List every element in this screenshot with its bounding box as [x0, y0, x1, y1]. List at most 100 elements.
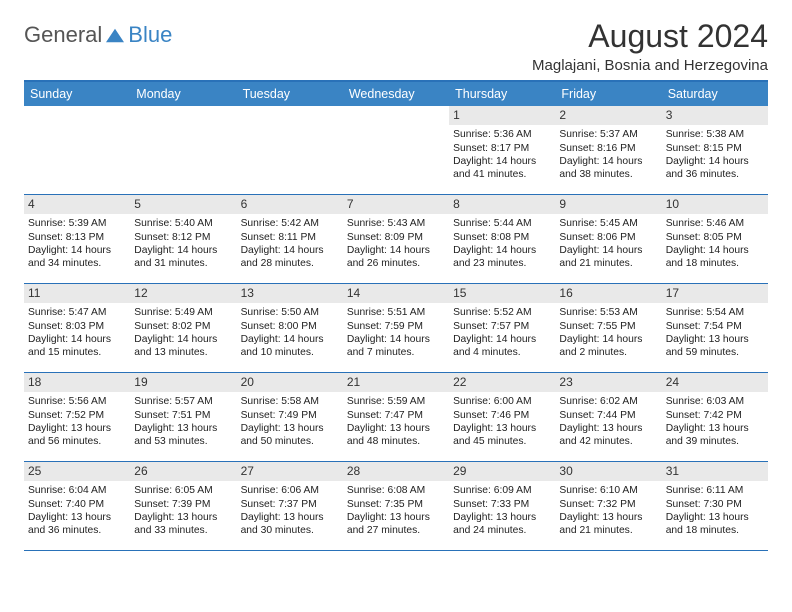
sunset-text: Sunset: 8:09 PM — [347, 231, 445, 244]
day-cell: 28Sunrise: 6:08 AMSunset: 7:35 PMDayligh… — [343, 462, 449, 550]
sunrise-text: Sunrise: 5:53 AM — [559, 306, 657, 319]
sunrise-text: Sunrise: 5:43 AM — [347, 217, 445, 230]
day-cell: 21 Sunrise: 5:59 AMSunset: 7:47 PMDayligh… — [343, 373, 449, 461]
daylight-text: Daylight: 14 hours and 31 minutes. — [134, 244, 232, 270]
daylight-text: Daylight: 13 hours and 56 minutes. — [28, 422, 126, 448]
sunrise-text: Sunrise: 5:50 AM — [241, 306, 339, 319]
sunset-text: Sunset: 7:49 PM — [241, 409, 339, 422]
day-cell: 15Sunrise: 5:52 AMSunset: 7:57 PMDayligh… — [449, 284, 555, 372]
sunset-text: Sunset: 8:02 PM — [134, 320, 232, 333]
day-number: 29 — [449, 462, 555, 481]
day-cell: 11Sunrise: 5:47 AMSunset: 8:03 PMDayligh… — [24, 284, 130, 372]
sunset-text: Sunset: 8:12 PM — [134, 231, 232, 244]
day-cell: 31Sunrise: 6:11 AMSunset: 7:30 PMDayligh… — [662, 462, 768, 550]
daylight-text: Daylight: 14 hours and 18 minutes. — [666, 244, 764, 270]
sunset-text: Sunset: 7:37 PM — [241, 498, 339, 511]
day-number: 4 — [24, 195, 130, 214]
day-number: 21 — [343, 373, 449, 392]
daylight-text: Daylight: 14 hours and 10 minutes. — [241, 333, 339, 359]
sunset-text: Sunset: 7:44 PM — [559, 409, 657, 422]
daylight-text: Daylight: 13 hours and 21 minutes. — [559, 511, 657, 537]
day-cell: 1Sunrise: 5:36 AMSunset: 8:17 PMDaylight… — [449, 106, 555, 194]
day-number: 6 — [237, 195, 343, 214]
day-cell — [24, 106, 130, 194]
day-header-sun: Sunday — [24, 82, 130, 106]
sunrise-text: Sunrise: 6:02 AM — [559, 395, 657, 408]
day-number: 20 — [237, 373, 343, 392]
daylight-text: Daylight: 14 hours and 13 minutes. — [134, 333, 232, 359]
day-cell: 30Sunrise: 6:10 AMSunset: 7:32 PMDayligh… — [555, 462, 661, 550]
day-cell: 17Sunrise: 5:54 AMSunset: 7:54 PMDayligh… — [662, 284, 768, 372]
day-number: 31 — [662, 462, 768, 481]
sunrise-text: Sunrise: 6:10 AM — [559, 484, 657, 497]
sunrise-text: Sunrise: 5:37 AM — [559, 128, 657, 141]
sunset-text: Sunset: 7:59 PM — [347, 320, 445, 333]
day-number: 19 — [130, 373, 236, 392]
daylight-text: Daylight: 14 hours and 41 minutes. — [453, 155, 551, 181]
daylight-text: Daylight: 13 hours and 18 minutes. — [666, 511, 764, 537]
day-number: 27 — [237, 462, 343, 481]
day-header-mon: Monday — [130, 82, 236, 106]
daylight-text: Daylight: 14 hours and 26 minutes. — [347, 244, 445, 270]
page-header: General Blue August 2024 Maglajani, Bosn… — [24, 18, 768, 74]
day-number: 12 — [130, 284, 236, 303]
month-title: August 2024 — [532, 18, 768, 55]
sunrise-text: Sunrise: 5:59 AM — [347, 395, 445, 408]
day-cell: 27Sunrise: 6:06 AMSunset: 7:37 PMDayligh… — [237, 462, 343, 550]
day-header-fri: Friday — [555, 82, 661, 106]
day-cell: 22Sunrise: 6:00 AMSunset: 7:46 PMDayligh… — [449, 373, 555, 461]
daylight-text: Daylight: 13 hours and 39 minutes. — [666, 422, 764, 448]
day-number: 8 — [449, 195, 555, 214]
sunset-text: Sunset: 7:39 PM — [134, 498, 232, 511]
sunrise-text: Sunrise: 6:05 AM — [134, 484, 232, 497]
day-number: 14 — [343, 284, 449, 303]
sunrise-text: Sunrise: 5:38 AM — [666, 128, 764, 141]
day-header-sat: Saturday — [662, 82, 768, 106]
day-number: 10 — [662, 195, 768, 214]
day-cell: 12Sunrise: 5:49 AMSunset: 8:02 PMDayligh… — [130, 284, 236, 372]
day-number: 3 — [662, 106, 768, 125]
daylight-text: Daylight: 13 hours and 24 minutes. — [453, 511, 551, 537]
sunset-text: Sunset: 7:57 PM — [453, 320, 551, 333]
day-number: 17 — [662, 284, 768, 303]
sunset-text: Sunset: 7:40 PM — [28, 498, 126, 511]
day-number: 15 — [449, 284, 555, 303]
day-number: 25 — [24, 462, 130, 481]
day-cell: 24Sunrise: 6:03 AMSunset: 7:42 PMDayligh… — [662, 373, 768, 461]
daylight-text: Daylight: 13 hours and 36 minutes. — [28, 511, 126, 537]
day-cell: 14Sunrise: 5:51 AMSunset: 7:59 PMDayligh… — [343, 284, 449, 372]
daylight-text: Daylight: 14 hours and 7 minutes. — [347, 333, 445, 359]
sunset-text: Sunset: 8:08 PM — [453, 231, 551, 244]
day-cell: 25Sunrise: 6:04 AMSunset: 7:40 PMDayligh… — [24, 462, 130, 550]
sunrise-text: Sunrise: 5:54 AM — [666, 306, 764, 319]
sunrise-text: Sunrise: 6:11 AM — [666, 484, 764, 497]
sunrise-text: Sunrise: 5:47 AM — [28, 306, 126, 319]
weeks-container: 1Sunrise: 5:36 AMSunset: 8:17 PMDaylight… — [24, 106, 768, 551]
sunset-text: Sunset: 7:51 PM — [134, 409, 232, 422]
day-header-row: Sunday Monday Tuesday Wednesday Thursday… — [24, 82, 768, 106]
sunrise-text: Sunrise: 5:56 AM — [28, 395, 126, 408]
sunset-text: Sunset: 8:13 PM — [28, 231, 126, 244]
sunset-text: Sunset: 8:17 PM — [453, 142, 551, 155]
sunset-text: Sunset: 8:11 PM — [241, 231, 339, 244]
sunset-text: Sunset: 7:47 PM — [347, 409, 445, 422]
sunset-text: Sunset: 7:35 PM — [347, 498, 445, 511]
daylight-text: Daylight: 13 hours and 53 minutes. — [134, 422, 232, 448]
day-cell: 9Sunrise: 5:45 AMSunset: 8:06 PMDaylight… — [555, 195, 661, 283]
sunrise-text: Sunrise: 5:52 AM — [453, 306, 551, 319]
day-number: 13 — [237, 284, 343, 303]
day-number: 7 — [343, 195, 449, 214]
daylight-text: Daylight: 14 hours and 2 minutes. — [559, 333, 657, 359]
sunset-text: Sunset: 7:32 PM — [559, 498, 657, 511]
calendar-page: General Blue August 2024 Maglajani, Bosn… — [0, 0, 792, 551]
daylight-text: Daylight: 14 hours and 36 minutes. — [666, 155, 764, 181]
location-text: Maglajani, Bosnia and Herzegovina — [532, 57, 768, 74]
daylight-text: Daylight: 13 hours and 42 minutes. — [559, 422, 657, 448]
daylight-text: Daylight: 13 hours and 48 minutes. — [347, 422, 445, 448]
brand-text-1: General — [24, 22, 102, 48]
day-cell: 26Sunrise: 6:05 AMSunset: 7:39 PMDayligh… — [130, 462, 236, 550]
calendar-grid: Sunday Monday Tuesday Wednesday Thursday… — [24, 80, 768, 551]
daylight-text: Daylight: 14 hours and 38 minutes. — [559, 155, 657, 181]
day-header-wed: Wednesday — [343, 82, 449, 106]
sunrise-text: Sunrise: 5:44 AM — [453, 217, 551, 230]
